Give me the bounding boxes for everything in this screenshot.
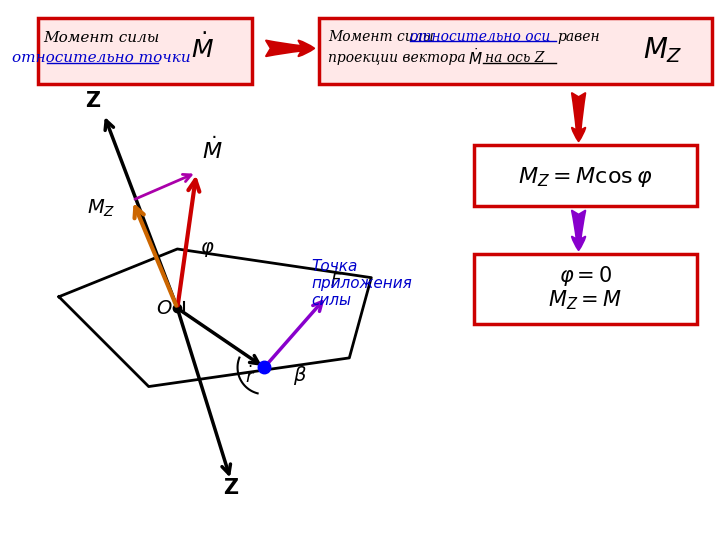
Text: Точка
приложения
силы: Точка приложения силы [311, 259, 412, 308]
Text: $\dot{F}$: $\dot{F}$ [330, 268, 343, 291]
Text: $\dot{M}$: $\dot{M}$ [191, 33, 214, 63]
Text: $M_Z$: $M_Z$ [643, 35, 683, 65]
Text: $\varphi = 0$: $\varphi = 0$ [559, 264, 612, 288]
Text: Момент силы: Момент силы [42, 31, 159, 45]
FancyBboxPatch shape [474, 254, 697, 325]
Text: относительно оси: относительно оси [410, 30, 550, 44]
Text: $O$: $O$ [156, 299, 173, 318]
Text: $\dot{M}$: $\dot{M}$ [468, 48, 482, 69]
Text: $\varphi$: $\varphi$ [200, 240, 215, 259]
Text: на ось Z: на ось Z [485, 51, 544, 65]
Text: $M_Z$: $M_Z$ [86, 198, 115, 219]
FancyBboxPatch shape [474, 145, 697, 206]
Text: $M_Z = M$: $M_Z = M$ [549, 289, 622, 312]
Text: Z: Z [223, 477, 238, 497]
FancyBboxPatch shape [319, 18, 712, 84]
Text: Z: Z [85, 91, 100, 111]
Text: $\dot{r}$: $\dot{r}$ [246, 366, 256, 387]
FancyBboxPatch shape [38, 18, 252, 84]
Text: $M_Z = M \cos\varphi$: $M_Z = M \cos\varphi$ [518, 165, 652, 190]
Text: проекции вектора: проекции вектора [328, 51, 466, 65]
Text: равен: равен [557, 30, 600, 44]
Text: $\dot{M}$: $\dot{M}$ [202, 136, 222, 163]
Text: $\beta$: $\beta$ [293, 364, 307, 387]
Text: относительно точки: относительно точки [12, 51, 190, 65]
Text: Момент силы: Момент силы [328, 30, 438, 44]
